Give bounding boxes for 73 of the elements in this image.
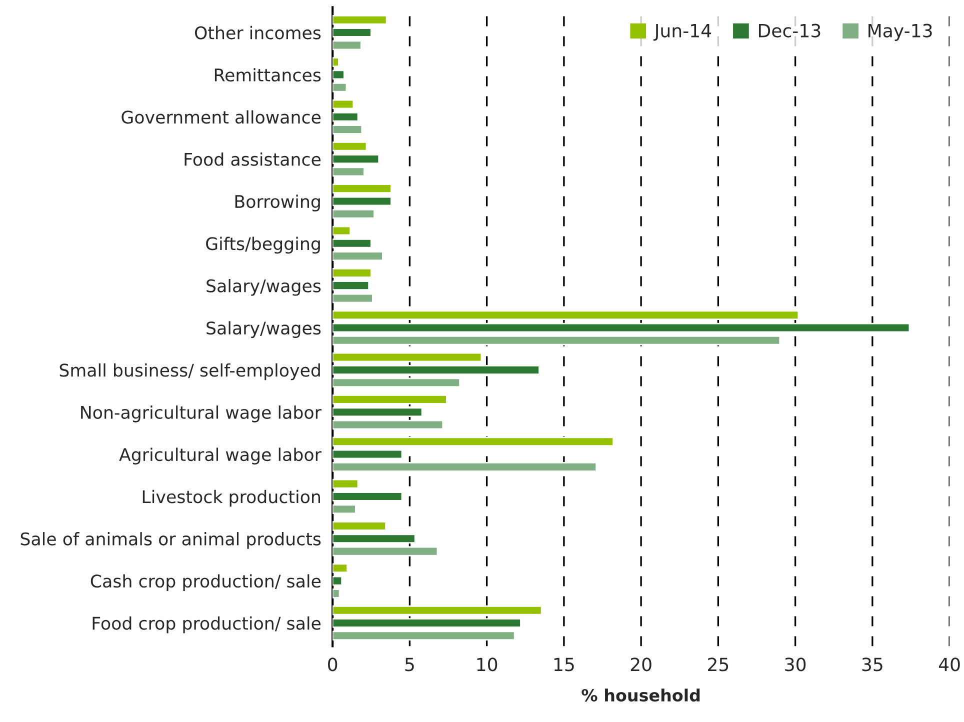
bar [332,166,365,177]
legend-label: Jun-14 [653,24,712,41]
legend-label: May-13 [868,24,932,41]
x-tick-label: 5 [405,658,414,672]
bar [332,141,368,152]
bar [332,196,392,206]
bar [332,504,356,514]
bar [332,57,340,67]
y-tick-label: Livestock production [142,490,320,507]
bar [332,208,375,219]
x-tick-label: 30 [785,658,806,672]
bar [332,462,598,472]
bar [332,154,380,164]
bar [332,99,354,110]
bar [332,378,461,388]
y-tick-label: Other incomes [195,26,321,40]
bar [332,420,444,430]
bar [332,336,781,346]
bar [332,352,482,362]
y-tick-label: Food crop production/ sale [92,616,321,634]
x-tick-label: 0 [328,658,338,672]
bar [332,322,910,333]
bar [332,238,372,248]
y-tick-label: Salary/wages [206,278,321,296]
legend-label: Dec-13 [758,24,820,38]
bar [332,293,374,304]
y-tick-label: Remittances [214,68,321,82]
bar [332,492,403,502]
bar [332,184,392,194]
bar [332,40,362,50]
bar [332,28,372,38]
bar [332,478,359,489]
bar [332,280,370,290]
y-tick-label: Cash crop production/ sale [90,574,321,592]
bar [332,449,403,460]
bar [332,618,522,628]
bar [332,251,384,261]
bar [332,588,340,598]
x-tick-label: 15 [554,658,574,672]
bar [332,407,423,418]
bar [332,394,448,404]
x-axis-title: % household [582,688,700,702]
bar [332,226,352,236]
bar [332,546,438,556]
y-tick-label: Sale of animals or animal products [20,532,321,549]
y-tick-label: Food assistance [184,152,321,166]
x-tick-label: 35 [862,658,882,672]
bar [332,14,388,25]
x-tick-label: 10 [477,658,498,672]
y-tick-label: Borrowing [235,194,320,212]
bar [332,576,343,586]
y-tick-label: Agricultural wage labor [119,448,322,464]
bar [332,82,348,92]
bar [332,436,614,447]
y-tick-label: Non-agricultural wage labor [81,406,322,422]
y-tick-label: Government allowance [122,110,321,124]
bar [332,365,540,375]
bar [332,268,372,278]
y-tick-label: Small business/ self-employed [60,363,320,380]
bar [332,521,386,531]
x-tick-label: 20 [630,658,652,672]
bar [332,563,348,574]
bar [332,534,416,544]
bar [332,310,800,320]
bar [332,605,542,616]
x-tick-label: 25 [708,658,728,672]
bar [332,112,359,122]
y-tick-label: Salary/wages [206,321,321,338]
bar [332,630,516,641]
bar [332,124,363,134]
x-tick-label: 40 [938,658,960,672]
y-tick-label: Gifts/begging [206,236,320,254]
bar [332,70,345,80]
